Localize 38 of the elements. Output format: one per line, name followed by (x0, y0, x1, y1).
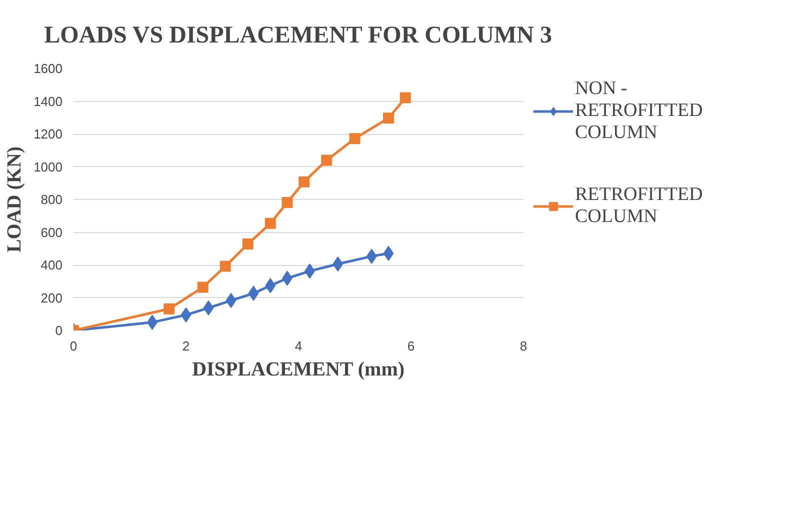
point (298, 176, 310, 188)
point (349, 133, 360, 144)
y-tick-label: 1000 (34, 159, 62, 174)
point (282, 196, 293, 208)
x-tick-label: 4 (294, 338, 302, 354)
x-tick-label: 0 (70, 338, 78, 354)
x-axis-title: DISPLACEMENT (mm) (192, 358, 405, 380)
x-tick-label: 6 (407, 338, 415, 354)
point (366, 248, 377, 264)
point (180, 307, 192, 322)
point (248, 286, 259, 301)
point (203, 300, 214, 316)
y-tick-label: 1200 (34, 126, 62, 142)
y-tick-label: 200 (40, 290, 63, 306)
y-tick-label: 600 (40, 224, 63, 240)
point (321, 154, 332, 166)
legend-label: RETROFITTED COLUMN (575, 184, 703, 228)
point (220, 260, 231, 272)
y-tick-label: 1600 (34, 61, 62, 76)
chart-title: LOADS VS DISPLACEMENT FOR COLUMN 3 (44, 22, 552, 48)
point (383, 246, 394, 261)
x-tick-label: 2 (182, 338, 190, 354)
point (197, 282, 208, 293)
point (383, 112, 394, 124)
y-tick-label: 800 (40, 192, 63, 207)
y-tick-label: 1400 (34, 94, 62, 109)
x-tick-label: 8 (520, 338, 528, 354)
point (264, 218, 276, 229)
y-tick-label: 400 (40, 258, 63, 272)
y-axis-title: LOAD (KN) (4, 146, 26, 253)
point (242, 238, 254, 250)
point (400, 92, 411, 104)
point (226, 293, 236, 308)
point (265, 278, 276, 294)
point (332, 256, 344, 272)
point (164, 303, 175, 314)
legend-label: NON - RETROFITTED COLUMN (575, 78, 703, 144)
y-tick-label: 0 (55, 323, 63, 338)
